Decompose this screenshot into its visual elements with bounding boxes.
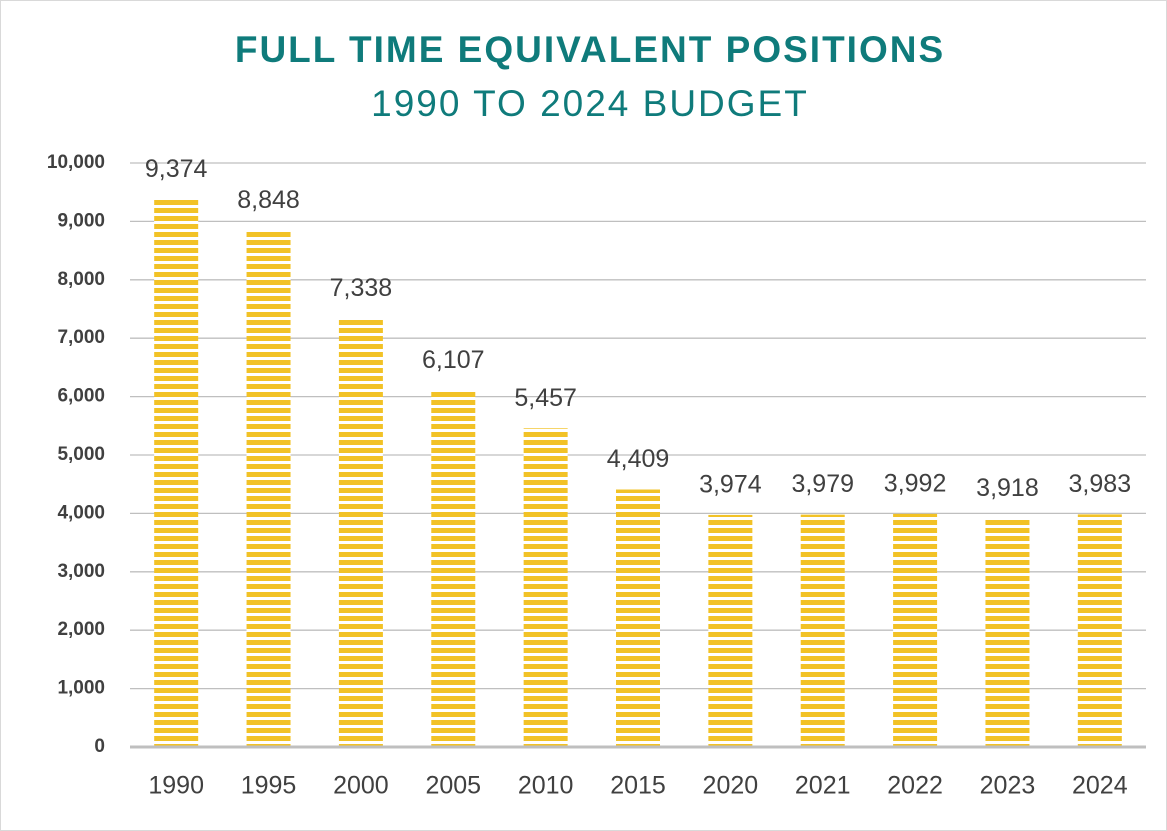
y-tick-label: 2,000 [57, 619, 105, 640]
bar [246, 230, 291, 747]
x-tick-label: 2024 [1072, 772, 1128, 800]
value-label: 7,338 [330, 274, 393, 302]
x-tick-label: 2015 [610, 772, 666, 800]
y-tick-label: 8,000 [57, 269, 105, 290]
bar [708, 514, 753, 747]
y-tick-label: 5,000 [57, 444, 105, 465]
bar [800, 514, 845, 747]
bar [154, 199, 199, 747]
y-tick-label: 9,000 [57, 210, 105, 231]
x-tick-label: 2023 [980, 772, 1036, 800]
chart-subtitle: 1990 TO 2024 BUDGET [371, 83, 809, 124]
value-label: 9,374 [145, 155, 208, 183]
bar [985, 518, 1030, 747]
x-tick-label: 2000 [333, 772, 389, 800]
x-tick-label: 2005 [425, 772, 481, 800]
y-tick-label: 1,000 [57, 678, 105, 699]
y-tick-label: 4,000 [57, 502, 105, 523]
y-tick-label: 7,000 [57, 327, 105, 348]
value-label: 3,974 [699, 471, 762, 499]
bar [431, 390, 476, 747]
bar [893, 513, 938, 747]
x-tick-label: 2020 [703, 772, 759, 800]
x-tick-label: 1990 [148, 772, 204, 800]
value-label: 3,918 [976, 474, 1039, 502]
y-tick-label: 0 [94, 736, 105, 757]
value-label: 3,992 [884, 469, 947, 497]
x-tick-label: 2021 [795, 772, 851, 800]
y-tick-label: 6,000 [57, 386, 105, 407]
x-tick-label: 1995 [241, 772, 297, 800]
value-label: 4,409 [607, 445, 670, 473]
value-label: 3,983 [1069, 470, 1132, 498]
bar [1077, 514, 1122, 747]
y-tick-label: 3,000 [57, 561, 105, 582]
value-label: 8,848 [237, 186, 300, 214]
x-tick-label: 2022 [887, 772, 943, 800]
y-tick-label: 10,000 [47, 152, 105, 173]
value-label: 6,107 [422, 346, 485, 374]
x-tick-label: 2010 [518, 772, 574, 800]
value-label: 3,979 [791, 470, 854, 498]
bar [523, 428, 568, 747]
value-label: 5,457 [514, 384, 577, 412]
bar [616, 489, 660, 747]
chart-title: FULL TIME EQUIVALENT POSITIONS [235, 29, 945, 70]
bar [338, 318, 383, 747]
